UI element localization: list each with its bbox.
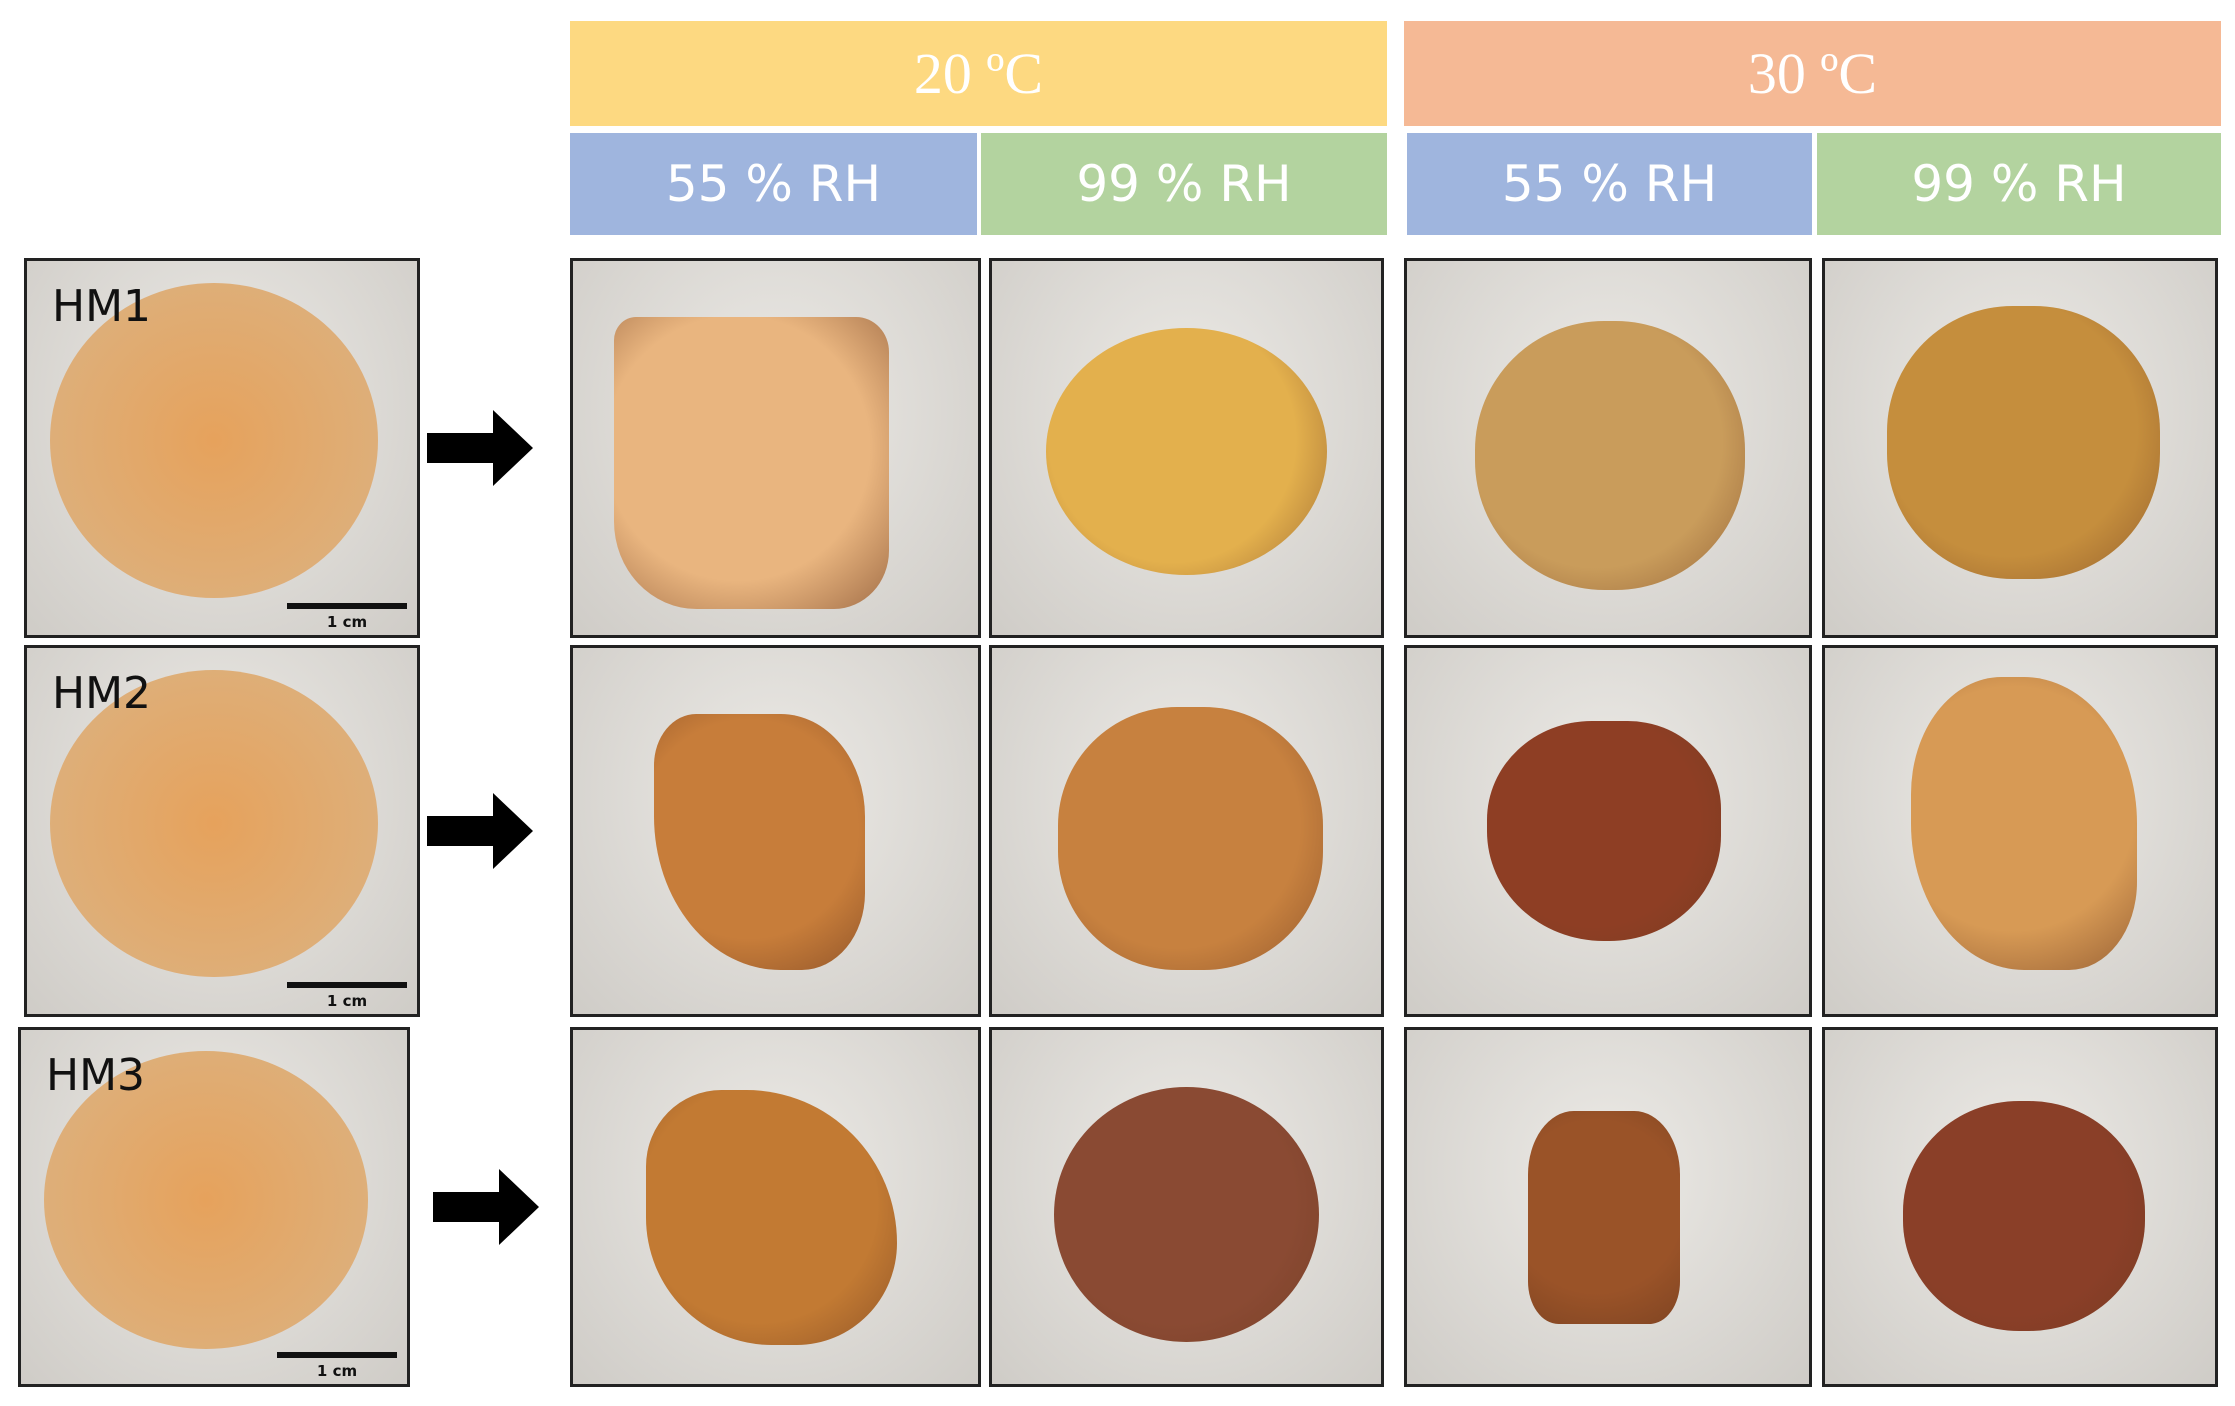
scale-bar: [277, 1352, 397, 1358]
result-photo: [1822, 1027, 2218, 1387]
sample-label: HM2: [52, 668, 152, 719]
scale-label: 1 cm: [316, 1362, 358, 1380]
film: [1527, 1111, 1681, 1324]
humidity-header: 99 % RH: [1817, 133, 2221, 235]
result-photo: [1404, 1027, 1812, 1387]
scale-bar: [287, 603, 407, 609]
film: [645, 1090, 897, 1346]
temperature-header: 20 ºC: [570, 21, 1387, 126]
film: [1046, 328, 1327, 576]
humidity-header: 99 % RH: [981, 133, 1387, 235]
result-photo: [1822, 258, 2218, 638]
arrow: [427, 410, 533, 486]
result-photo: [570, 1027, 981, 1387]
humidity-header: 55 % RH: [1407, 133, 1812, 235]
temperature-header: 30 ºC: [1404, 21, 2221, 126]
film: [1487, 721, 1721, 941]
result-photo: [570, 258, 981, 638]
sample-photo: HM3 1 cm: [18, 1027, 410, 1387]
arrow: [427, 793, 533, 869]
film: [613, 317, 889, 609]
film: [50, 283, 378, 598]
film: [1887, 305, 2161, 579]
arrow: [433, 1169, 539, 1245]
film: [1903, 1100, 2145, 1331]
sample-photo: HM2 1 cm: [24, 645, 420, 1017]
film: [1058, 706, 1323, 971]
result-photo: [989, 1027, 1384, 1387]
scale-bar: [287, 982, 407, 988]
result-photo: [1404, 645, 1812, 1017]
result-photo: [1822, 645, 2218, 1017]
sample-label: HM1: [52, 281, 152, 332]
film: [50, 669, 378, 978]
result-photo: [570, 645, 981, 1017]
film: [1910, 677, 2137, 971]
film: [1475, 320, 1745, 591]
film: [654, 713, 865, 971]
result-photo: [989, 645, 1384, 1017]
sample-label: HM3: [46, 1050, 146, 1101]
result-photo: [1404, 258, 1812, 638]
scale-label: 1 cm: [326, 613, 368, 631]
scale-label: 1 cm: [326, 992, 368, 1010]
film: [44, 1051, 369, 1349]
sample-photo: HM1 1 cm: [24, 258, 420, 638]
result-photo: [989, 258, 1384, 638]
film: [1054, 1086, 1319, 1342]
humidity-header: 55 % RH: [570, 133, 977, 235]
